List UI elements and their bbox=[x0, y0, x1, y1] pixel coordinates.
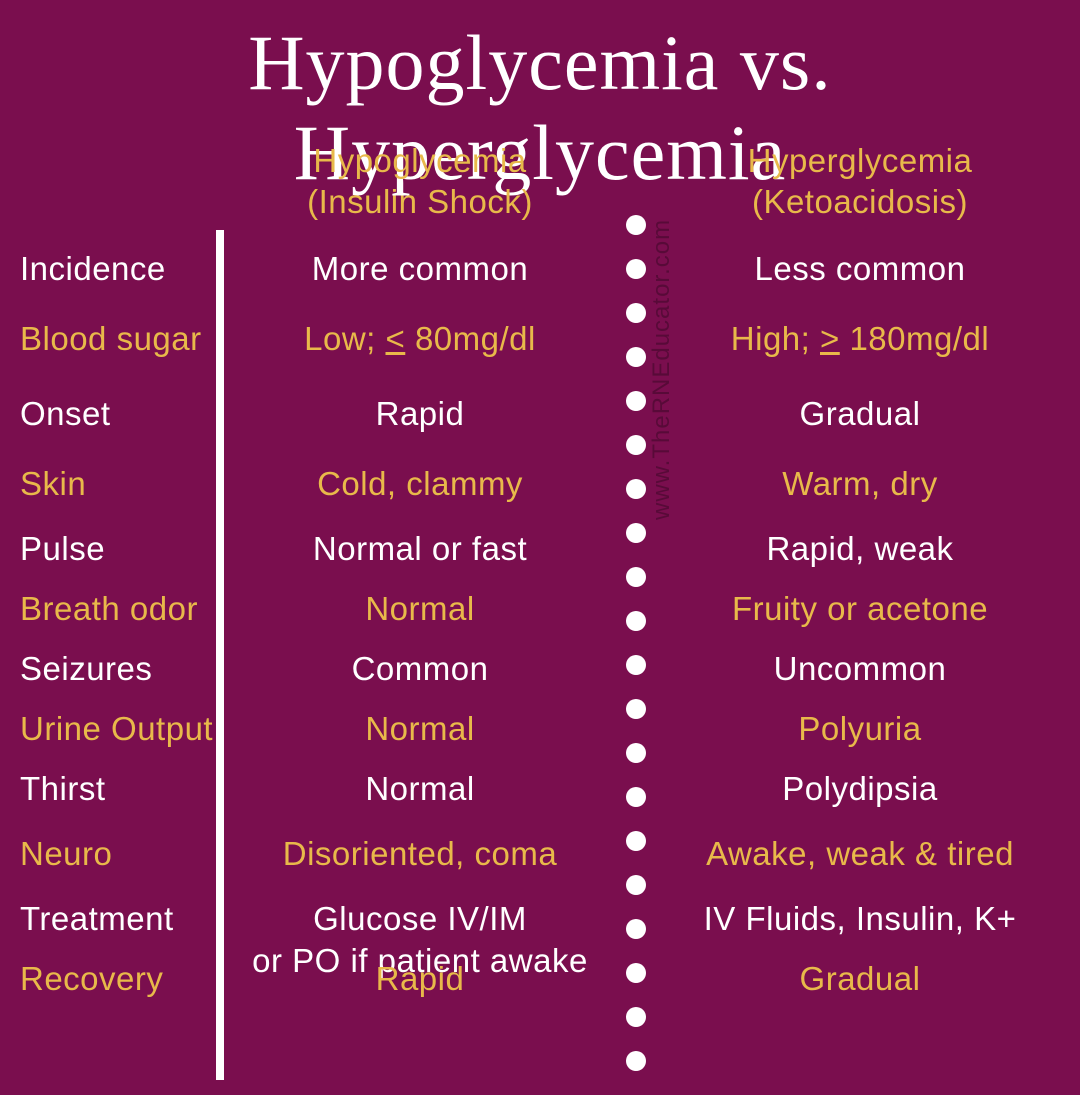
hyper-cell: IV Fluids, Insulin, K+ bbox=[660, 900, 1060, 938]
row-label: Breath odor bbox=[20, 590, 220, 628]
hypo-cell: Normal bbox=[230, 770, 610, 808]
hypo-cell: Rapid bbox=[230, 960, 610, 998]
hyper-cell: Gradual bbox=[660, 960, 1060, 998]
row-label: Incidence bbox=[20, 250, 220, 288]
hyper-cell: Polydipsia bbox=[660, 770, 1060, 808]
row-label: Treatment bbox=[20, 900, 220, 938]
header-text: Hyperglycemia bbox=[748, 142, 973, 179]
hypo-cell: Normal bbox=[230, 590, 610, 628]
header-text: Hypoglycemia bbox=[313, 142, 526, 179]
hyper-cell: Fruity or acetone bbox=[660, 590, 1060, 628]
hypo-cell: Common bbox=[230, 650, 610, 688]
hypo-cell: Disoriented, coma bbox=[230, 835, 610, 873]
row-label: Onset bbox=[20, 395, 220, 433]
row-label: Thirst bbox=[20, 770, 220, 808]
hyper-cell: High; > 180mg/dl bbox=[660, 320, 1060, 358]
hyper-cell: Warm, dry bbox=[660, 465, 1060, 503]
row-label: Pulse bbox=[20, 530, 220, 568]
hypo-cell: Normal or fast bbox=[230, 530, 610, 568]
hypo-cell: Cold, clammy bbox=[230, 465, 610, 503]
hypo-cell: Rapid bbox=[230, 395, 610, 433]
column-header-hypo: Hypoglycemia (Insulin Shock) bbox=[230, 140, 610, 223]
row-label: Skin bbox=[20, 465, 220, 503]
hypo-cell: Normal bbox=[230, 710, 610, 748]
row-label: Blood sugar bbox=[20, 320, 220, 358]
divider-dotted bbox=[626, 215, 646, 1095]
header-subtext: (Insulin Shock) bbox=[307, 183, 533, 220]
row-label: Urine Output bbox=[20, 710, 220, 748]
hyper-cell: Awake, weak & tired bbox=[660, 835, 1060, 873]
hypo-cell: More common bbox=[230, 250, 610, 288]
hyper-cell: Gradual bbox=[660, 395, 1060, 433]
row-label: Recovery bbox=[20, 960, 220, 998]
hyper-cell: Less common bbox=[660, 250, 1060, 288]
hypo-cell: Low; < 80mg/dl bbox=[230, 320, 610, 358]
row-label: Neuro bbox=[20, 835, 220, 873]
hyper-cell: Polyuria bbox=[660, 710, 1060, 748]
hyper-cell: Uncommon bbox=[660, 650, 1060, 688]
header-subtext: (Ketoacidosis) bbox=[752, 183, 968, 220]
column-header-hyper: Hyperglycemia (Ketoacidosis) bbox=[660, 140, 1060, 223]
hyper-cell: Rapid, weak bbox=[660, 530, 1060, 568]
row-label: Seizures bbox=[20, 650, 220, 688]
